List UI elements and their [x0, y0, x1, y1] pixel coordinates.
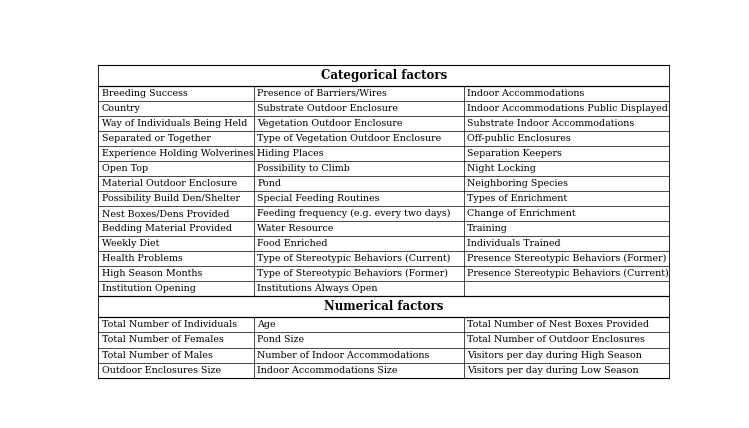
Text: Type of Stereotypic Behaviors (Current): Type of Stereotypic Behaviors (Current)	[257, 254, 450, 263]
Text: Hiding Places: Hiding Places	[257, 149, 324, 158]
Bar	[98, 101, 670, 116]
Bar	[98, 86, 670, 101]
Text: Total Number of Males: Total Number of Males	[102, 351, 213, 360]
Text: Separation Keepers: Separation Keepers	[467, 149, 562, 158]
Text: Change of Enrichment: Change of Enrichment	[467, 209, 576, 218]
Text: Age: Age	[257, 321, 276, 330]
Text: Pond: Pond	[257, 179, 281, 188]
Text: Possibility to Climb: Possibility to Climb	[257, 164, 350, 173]
Text: Numerical factors: Numerical factors	[324, 300, 443, 313]
Text: Feeding frequency (e.g. every two days): Feeding frequency (e.g. every two days)	[257, 209, 451, 218]
Text: Country: Country	[102, 104, 141, 113]
Bar	[98, 176, 670, 191]
Text: Presence Stereotypic Behaviors (Current): Presence Stereotypic Behaviors (Current)	[467, 269, 669, 278]
Bar	[98, 65, 670, 86]
Text: Total Number of Females: Total Number of Females	[102, 336, 224, 345]
Text: Individuals Trained: Individuals Trained	[467, 239, 561, 248]
Text: Outdoor Enclosures Size: Outdoor Enclosures Size	[102, 366, 221, 374]
Bar	[98, 266, 670, 281]
Text: Experience Holding Wolverines: Experience Holding Wolverines	[102, 149, 254, 158]
Bar	[98, 363, 670, 377]
Text: Training: Training	[467, 224, 508, 233]
Bar	[98, 333, 670, 348]
Text: Separated or Together: Separated or Together	[102, 134, 210, 143]
Bar	[98, 221, 670, 236]
Text: Number of Indoor Accommodations: Number of Indoor Accommodations	[257, 351, 429, 360]
Text: Food Enriched: Food Enriched	[257, 239, 327, 248]
Text: Vegetation Outdoor Enclosure: Vegetation Outdoor Enclosure	[257, 119, 403, 128]
Text: Total Number of Outdoor Enclosures: Total Number of Outdoor Enclosures	[467, 336, 645, 345]
Text: Open Top: Open Top	[102, 164, 148, 173]
Text: Type of Stereotypic Behaviors (Former): Type of Stereotypic Behaviors (Former)	[257, 269, 448, 278]
Text: Substrate Indoor Accommodations: Substrate Indoor Accommodations	[467, 119, 634, 128]
Text: Categorical factors: Categorical factors	[321, 68, 447, 82]
Bar	[98, 296, 670, 318]
Text: Indoor Accommodations Size: Indoor Accommodations Size	[257, 366, 398, 374]
Text: Neighboring Species: Neighboring Species	[467, 179, 568, 188]
Text: Special Feeding Routines: Special Feeding Routines	[257, 194, 380, 203]
Text: Total Number of Individuals: Total Number of Individuals	[102, 321, 237, 330]
Bar	[98, 191, 670, 206]
Text: Visitors per day during Low Season: Visitors per day during Low Season	[467, 366, 639, 374]
Bar	[98, 236, 670, 251]
Text: Institutions Always Open: Institutions Always Open	[257, 284, 377, 293]
Text: Total Number of Nest Boxes Provided: Total Number of Nest Boxes Provided	[467, 321, 649, 330]
Bar	[98, 281, 670, 296]
Bar	[98, 206, 670, 221]
Bar	[98, 161, 670, 176]
Text: Possibility Build Den/Shelter: Possibility Build Den/Shelter	[102, 194, 240, 203]
Text: Way of Individuals Being Held: Way of Individuals Being Held	[102, 119, 247, 128]
Text: Material Outdoor Enclosure: Material Outdoor Enclosure	[102, 179, 237, 188]
Bar	[98, 318, 670, 333]
Text: Types of Enrichment: Types of Enrichment	[467, 194, 568, 203]
Text: Presence of Barriers/Wires: Presence of Barriers/Wires	[257, 89, 387, 98]
Text: Indoor Accommodations: Indoor Accommodations	[467, 89, 585, 98]
Text: Breeding Success: Breeding Success	[102, 89, 188, 98]
Bar	[98, 251, 670, 266]
Text: Water Resource: Water Resource	[257, 224, 333, 233]
Text: Weekly Diet: Weekly Diet	[102, 239, 159, 248]
Text: Visitors per day during High Season: Visitors per day during High Season	[467, 351, 642, 360]
Text: Institution Opening: Institution Opening	[102, 284, 195, 293]
Bar	[98, 131, 670, 146]
Text: Nest Boxes/Dens Provided: Nest Boxes/Dens Provided	[102, 209, 229, 218]
Text: Type of Vegetation Outdoor Enclosure: Type of Vegetation Outdoor Enclosure	[257, 134, 441, 143]
Text: Bedding Material Provided: Bedding Material Provided	[102, 224, 231, 233]
Bar	[98, 146, 670, 161]
Text: Indoor Accommodations Public Displayed: Indoor Accommodations Public Displayed	[467, 104, 668, 113]
Bar	[98, 348, 670, 363]
Text: Health Problems: Health Problems	[102, 254, 183, 263]
Text: Pond Size: Pond Size	[257, 336, 304, 345]
Text: Off-public Enclosures: Off-public Enclosures	[467, 134, 571, 143]
Bar	[98, 116, 670, 131]
Text: Night Locking: Night Locking	[467, 164, 536, 173]
Text: Presence Stereotypic Behaviors (Former): Presence Stereotypic Behaviors (Former)	[467, 254, 667, 263]
Text: Substrate Outdoor Enclosure: Substrate Outdoor Enclosure	[257, 104, 398, 113]
Text: High Season Months: High Season Months	[102, 269, 202, 278]
